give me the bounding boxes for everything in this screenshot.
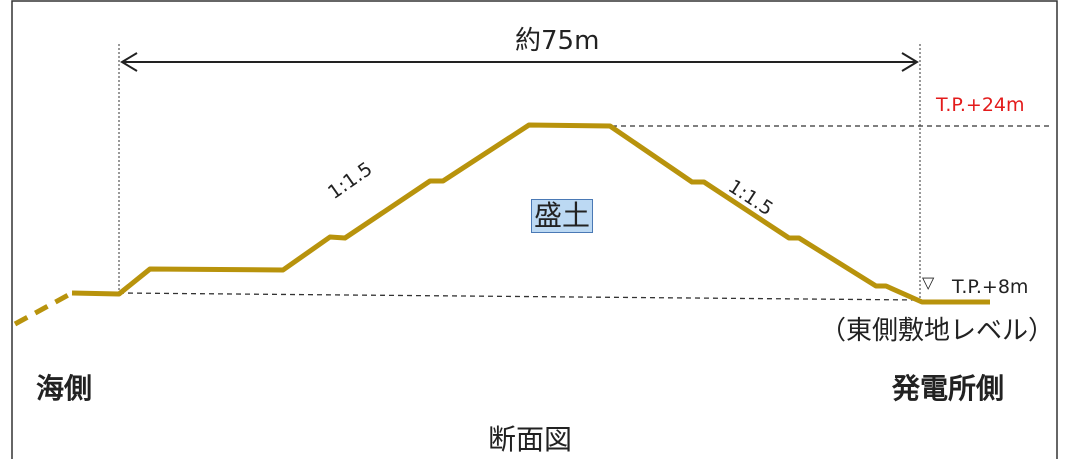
tp-base-label: T.P.+8m xyxy=(952,276,1029,298)
embankment-profile xyxy=(71,122,990,305)
width-dimension-label: 約75m xyxy=(515,26,600,56)
east-site-level-label: （東側敷地レベル） xyxy=(820,316,1055,346)
frame xyxy=(11,0,1058,463)
width-arrowhead-right xyxy=(901,52,919,72)
fill-label: 盛土 xyxy=(531,199,594,233)
width-arrowhead-left xyxy=(120,52,138,72)
base-reference-line xyxy=(118,292,921,301)
plant-side-label: 発電所側 xyxy=(892,372,1005,405)
water-level-marker: ▽ xyxy=(922,273,935,292)
section-title: 断面図 xyxy=(488,423,573,456)
tp-top-label: T.P.+24m xyxy=(936,94,1025,116)
sea-side-label: 海側 xyxy=(36,372,93,405)
sea-ground-dashed xyxy=(13,290,74,327)
